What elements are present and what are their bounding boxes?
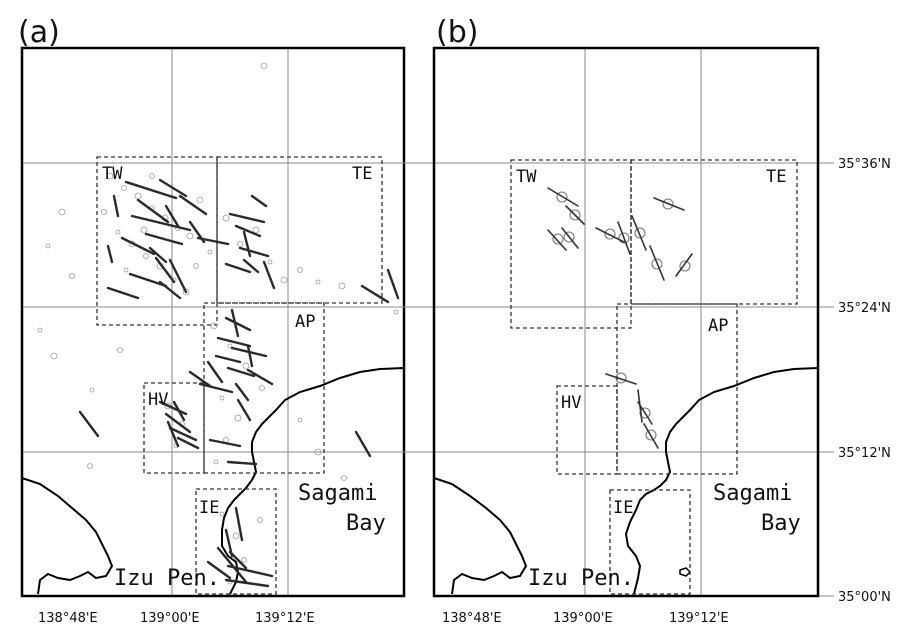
panel-b-box-hv bbox=[556, 385, 618, 475]
panel-a-focal-lines bbox=[78, 178, 400, 588]
panel-b-label-ap: AP bbox=[708, 316, 728, 336]
x-tick-labels: 138°48'E 139°00'E 139°12'E 138°48'E 139°… bbox=[38, 611, 729, 626]
panel-b-box-ie bbox=[609, 489, 691, 595]
panel-b-xtick-3: 139°12'E bbox=[669, 611, 729, 626]
panel-b-izu-label: Izu Pen. bbox=[528, 566, 634, 591]
panel-a-xtick-2: 139°00'E bbox=[140, 611, 200, 626]
panel-a-grid bbox=[22, 48, 404, 596]
panel-a-label-ap: AP bbox=[295, 312, 315, 332]
panel-b-label-ie: IE bbox=[613, 498, 633, 518]
panel-a-letter: (a) bbox=[18, 15, 60, 50]
ytick-1: 35°36'N bbox=[838, 157, 891, 172]
panel-a-box-ie bbox=[195, 488, 277, 595]
panel-b-xtick-1: 138°48'E bbox=[442, 611, 502, 626]
panel-b-coastline-sagami bbox=[624, 367, 819, 595]
panel-b-label-hv: HV bbox=[561, 393, 581, 413]
ytick-3: 35°12'N bbox=[838, 446, 891, 461]
panel-a-coastline-sagami bbox=[221, 367, 405, 595]
panel-b-selected-events bbox=[547, 187, 693, 449]
panel-a-label-ie: IE bbox=[199, 498, 219, 518]
panel-a-box-ap bbox=[203, 302, 325, 474]
panel-b-event-circles bbox=[552, 191, 691, 441]
panel-b-label-tw: TW bbox=[516, 167, 537, 187]
panel-b-frame bbox=[432, 46, 820, 598]
panel-a-frame bbox=[20, 46, 406, 598]
panel-b-box-te bbox=[630, 159, 798, 305]
panel-a-xtick-1: 138°48'E bbox=[38, 611, 98, 626]
panel-b-coastline-izu bbox=[433, 477, 528, 595]
panel-b-box-ap bbox=[616, 303, 738, 475]
ytick-4: 35°00'N bbox=[838, 590, 891, 605]
panel-a-box-hv bbox=[143, 382, 205, 474]
panel-a-label-te: TE bbox=[352, 164, 372, 184]
panel-a-region-labels: TW TE AP HV IE bbox=[102, 164, 372, 518]
y-tick-labels: 35°36'N 35°24'N 35°12'N 35°00'N bbox=[838, 157, 891, 605]
panel-b-letter: (b) bbox=[436, 15, 478, 50]
panel-a-sagami-label: Sagami bbox=[298, 481, 377, 506]
panel-a-label-tw: TW bbox=[102, 164, 123, 184]
panel-a-izu-label: Izu Pen. bbox=[114, 566, 220, 591]
panel-a-epicenters bbox=[37, 62, 399, 585]
panel-b-sagami-label: Sagami bbox=[713, 481, 792, 506]
panel-a-box-te bbox=[216, 156, 383, 304]
panel-a-label-hv: HV bbox=[148, 390, 168, 410]
panel-b-region-boxes bbox=[510, 159, 798, 595]
panel-b-grid bbox=[393, 48, 834, 597]
panel-b-xtick-2: 139°00'E bbox=[553, 611, 613, 626]
ytick-2: 35°24'N bbox=[838, 301, 891, 316]
panel-b: (b) bbox=[393, 15, 834, 598]
panel-a: (a) bbox=[18, 15, 406, 598]
panel-a-place-labels: Sagami Bay Izu Pen. bbox=[114, 481, 386, 591]
panel-a-xtick-3: 139°12'E bbox=[255, 611, 315, 626]
panel-b-event-lines bbox=[547, 187, 693, 449]
panel-b-label-te: TE bbox=[766, 167, 786, 187]
panel-b-bay-label: Bay bbox=[761, 511, 801, 536]
panel-a-coastline-izu bbox=[21, 477, 114, 595]
panel-b-region-labels: TW TE AP HV IE bbox=[516, 167, 786, 518]
panel-b-islet bbox=[679, 567, 692, 577]
panel-b-place-labels: Sagami Bay Izu Pen. bbox=[528, 481, 801, 591]
panel-a-bay-label: Bay bbox=[346, 511, 386, 536]
